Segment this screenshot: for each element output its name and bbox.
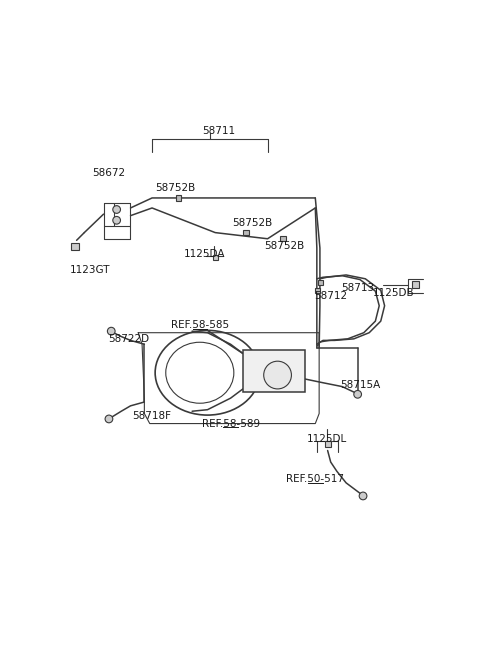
Bar	[318, 280, 323, 285]
Text: REF.58-589: REF.58-589	[202, 419, 260, 428]
Bar	[280, 236, 286, 242]
Text: 58713: 58713	[341, 283, 374, 293]
Circle shape	[113, 216, 120, 224]
Text: 1125DA: 1125DA	[184, 249, 225, 259]
Text: 58722D: 58722D	[108, 334, 150, 344]
Text: 58752B: 58752B	[264, 242, 305, 252]
Text: 58752B: 58752B	[232, 218, 272, 229]
Bar	[243, 350, 304, 392]
Circle shape	[105, 415, 113, 422]
Circle shape	[354, 390, 361, 398]
Bar	[412, 282, 419, 288]
Bar	[71, 242, 79, 250]
Text: 58712: 58712	[314, 291, 347, 301]
Text: REF.50-517: REF.50-517	[286, 474, 344, 484]
Circle shape	[359, 492, 367, 500]
Bar	[315, 288, 320, 293]
Circle shape	[108, 328, 115, 335]
Text: 58718F: 58718F	[132, 411, 171, 421]
Bar	[243, 230, 249, 235]
Text: 1123GT: 1123GT	[70, 265, 111, 274]
Text: 58711: 58711	[203, 126, 236, 136]
Text: 58752B: 58752B	[155, 183, 195, 193]
Text: REF.58-585: REF.58-585	[171, 320, 229, 330]
Text: 1125DB: 1125DB	[373, 288, 415, 297]
Bar	[324, 441, 331, 447]
Text: 58715A: 58715A	[340, 380, 380, 390]
Circle shape	[264, 361, 291, 389]
Bar	[213, 255, 218, 260]
Text: 58672: 58672	[92, 168, 125, 178]
Bar	[176, 195, 181, 200]
Circle shape	[113, 206, 120, 214]
Text: 1125DL: 1125DL	[307, 434, 347, 444]
